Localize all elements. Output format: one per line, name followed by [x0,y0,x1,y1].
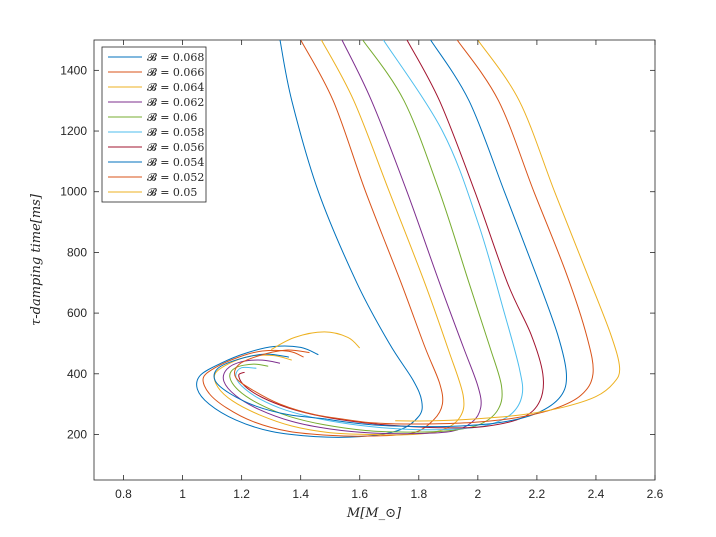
y-tick-label: 1000 [60,185,87,199]
legend-entry: 𝓑 = 0.06 [147,111,197,124]
x-tick-label: 1.6 [351,487,368,501]
y-tick-label: 600 [67,306,87,320]
series-line-0 [196,40,423,438]
x-tick-label: 1.8 [410,487,427,501]
y-tick-label: 400 [67,367,87,381]
series-line-8 [365,40,594,425]
series-line-9 [395,40,621,422]
y-axis-label: τ-damping time[ms] [29,193,44,326]
x-tick-label: 1 [179,487,186,501]
legend-entry: 𝓑 = 0.064 [147,81,204,94]
series-line-5 [235,40,524,431]
x-tick-label: 1.4 [292,487,309,501]
series-segment-1 [213,353,325,420]
x-tick-label: 0.8 [115,487,132,501]
x-axis-label: M[M_⊙] [346,506,402,521]
legend-entry: 𝓑 = 0.054 [147,156,204,169]
legend: 𝓑 = 0.068 𝓑 = 0.066 𝓑 = 0.064 𝓑 = 0.062 𝓑 = … [101,46,207,203]
y-tick-label: 1200 [60,124,87,138]
legend-entry: 𝓑 = 0.068 [147,51,204,64]
x-tick-label: 2.6 [647,487,664,501]
series-line-7 [324,40,567,428]
axes-layer: 0.8 1 1.2 1.4 1.6 1.8 2 2.2 2.4 2.6 200 400 600 800 10… [60,40,664,501]
series-line-6 [238,40,544,429]
legend-entry: 𝓑 = 0.052 [147,171,204,184]
series-line-4 [229,40,503,433]
legend-entry: 𝓑 = 0.058 [147,126,204,139]
series-layer [196,40,621,438]
legend-entry: 𝓑 = 0.056 [147,141,204,154]
y-tick-label: 1400 [60,63,87,77]
y-tick-label: 200 [67,427,87,441]
legend-entry: 𝓑 = 0.066 [147,66,204,79]
legend-entry: 𝓑 = 0.05 [147,186,197,199]
x-tick-label: 2 [474,487,481,501]
x-tick-label: 1.2 [233,487,250,501]
series-segment-2 [234,349,366,423]
x-tick-label: 2.4 [588,487,605,501]
series-line-3 [222,40,482,435]
series-line-1 [202,40,444,437]
y-tick-label: 800 [67,245,87,259]
series-segment-0 [270,331,361,350]
legend-box [101,46,207,203]
legend-entry: 𝓑 = 0.062 [147,96,204,109]
series-line-2 [213,40,465,436]
x-tick-label: 2.2 [529,487,546,501]
